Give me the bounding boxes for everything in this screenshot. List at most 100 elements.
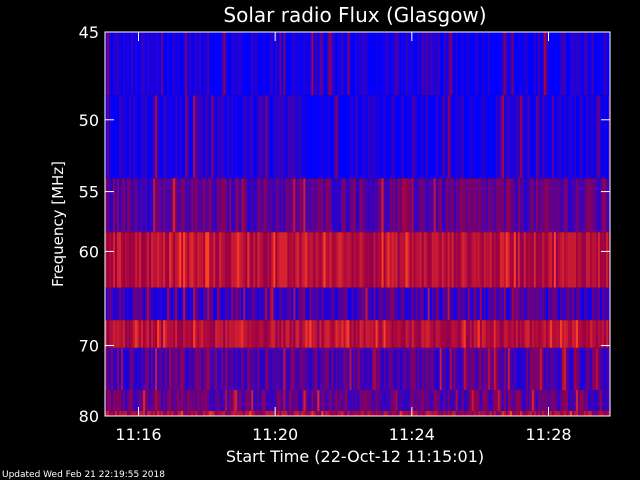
heat-cell xyxy=(567,287,571,321)
heat-cell xyxy=(303,390,306,412)
heat-cell xyxy=(205,287,208,321)
heat-cell xyxy=(521,347,525,391)
heat-cell xyxy=(211,320,214,348)
heat-cell xyxy=(555,32,559,96)
heat-cell xyxy=(187,178,190,233)
heat-cell xyxy=(401,232,404,288)
heat-cell xyxy=(587,32,591,96)
heat-cell xyxy=(331,95,334,179)
heat-cell xyxy=(131,32,134,96)
heat-cell xyxy=(205,347,208,391)
heat-cell xyxy=(475,95,479,179)
heat-cell xyxy=(201,232,204,288)
heat-cell xyxy=(343,320,346,348)
heat-cell xyxy=(245,95,248,179)
heat-cell xyxy=(577,411,581,416)
heat-cell xyxy=(149,178,152,233)
heat-cell xyxy=(339,320,342,348)
heat-cell xyxy=(545,232,549,288)
heat-cell xyxy=(211,390,214,412)
heat-cell xyxy=(107,320,110,348)
heat-cell xyxy=(279,232,282,288)
heat-cell xyxy=(315,178,318,233)
heat-cell xyxy=(605,411,609,416)
heat-cell xyxy=(557,411,561,416)
heat-cell xyxy=(339,287,342,321)
heat-cell xyxy=(395,32,398,96)
heat-cell xyxy=(601,390,605,412)
heat-cell xyxy=(525,411,529,416)
heat-cell xyxy=(169,320,172,348)
heat-cell xyxy=(541,390,545,412)
heat-cell xyxy=(413,287,417,321)
heat-cell xyxy=(109,320,112,348)
heat-cell xyxy=(287,178,290,233)
heat-cell xyxy=(441,287,445,321)
heat-cell xyxy=(499,287,503,321)
heat-cell xyxy=(115,320,118,348)
heat-cell xyxy=(137,390,140,412)
heat-cell xyxy=(599,287,603,321)
heat-cell xyxy=(209,232,212,288)
heat-cell xyxy=(397,95,400,179)
heat-cell xyxy=(553,390,557,412)
heat-cell xyxy=(495,411,499,416)
heat-cell xyxy=(287,320,290,348)
heat-cell xyxy=(211,32,214,96)
heat-cell xyxy=(595,320,599,348)
heat-cell xyxy=(227,287,230,321)
heat-cell xyxy=(335,347,338,391)
heat-cell xyxy=(157,178,160,233)
heat-cell xyxy=(171,178,174,233)
heat-cell xyxy=(591,411,595,416)
heat-cell xyxy=(399,390,402,412)
heat-cell xyxy=(203,411,206,416)
heat-cell xyxy=(155,411,158,416)
heat-cell xyxy=(207,347,210,391)
heat-cell xyxy=(487,390,491,412)
heat-cell xyxy=(211,287,214,321)
heat-cell xyxy=(595,287,599,321)
heat-cell xyxy=(163,411,166,416)
heat-cell xyxy=(147,178,150,233)
heat-cell xyxy=(583,232,587,288)
heat-cell xyxy=(343,390,346,412)
heat-cell xyxy=(553,320,557,348)
heat-cell xyxy=(603,232,607,288)
heat-cell xyxy=(297,320,300,348)
heat-cell xyxy=(279,178,282,233)
heat-cell xyxy=(519,178,523,233)
heat-cell xyxy=(573,178,577,233)
heat-cell xyxy=(253,32,256,96)
heat-cell xyxy=(265,178,268,233)
heat-cell xyxy=(349,287,352,321)
heat-cell xyxy=(451,347,455,391)
heat-cell xyxy=(425,320,429,348)
heat-cell xyxy=(569,347,573,391)
heat-cell xyxy=(171,320,174,348)
heat-cell xyxy=(529,287,533,321)
heat-cell xyxy=(557,390,561,412)
heat-cell xyxy=(579,178,583,233)
heat-cell xyxy=(495,390,499,412)
heat-cell xyxy=(535,390,539,412)
heat-cell xyxy=(383,32,386,96)
heat-cell xyxy=(311,95,314,179)
heat-cell xyxy=(495,32,499,96)
heat-cell xyxy=(115,390,118,412)
heat-cell xyxy=(275,320,278,348)
heat-cell xyxy=(195,390,198,412)
heat-cell xyxy=(375,95,378,179)
heat-cell xyxy=(417,390,421,412)
heat-cell xyxy=(581,390,585,412)
heat-cell xyxy=(233,95,236,179)
heat-cell xyxy=(285,320,288,348)
heat-cell xyxy=(309,390,312,412)
heat-cell xyxy=(153,178,156,233)
heat-cell xyxy=(465,232,469,288)
heat-cell xyxy=(281,347,284,391)
heat-cell xyxy=(201,95,204,179)
heat-cell xyxy=(329,178,332,233)
heat-cell xyxy=(567,320,571,348)
heat-cell xyxy=(115,95,118,179)
